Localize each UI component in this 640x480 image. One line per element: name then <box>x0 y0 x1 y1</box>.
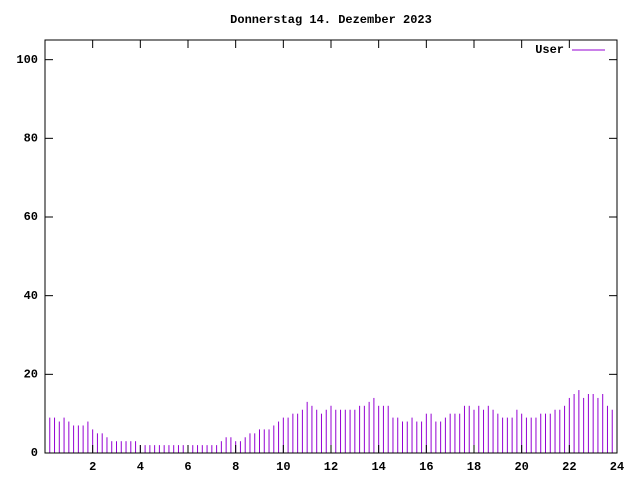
x-tick-label: 20 <box>514 460 528 474</box>
y-tick-label: 60 <box>24 210 38 224</box>
y-tick-label: 40 <box>24 289 38 303</box>
chart-title: Donnerstag 14. Dezember 2023 <box>230 13 432 27</box>
x-tick-label: 4 <box>137 460 144 474</box>
x-tick-label: 12 <box>324 460 338 474</box>
y-tick-label: 100 <box>16 53 38 67</box>
x-tick-label: 6 <box>184 460 191 474</box>
x-tick-label: 8 <box>232 460 239 474</box>
x-tick-label: 18 <box>467 460 481 474</box>
x-tick-label: 2 <box>89 460 96 474</box>
x-tick-label: 16 <box>419 460 433 474</box>
y-tick-label: 0 <box>31 446 38 460</box>
y-tick-label: 80 <box>24 132 38 146</box>
y-tick-label: 20 <box>24 368 38 382</box>
x-tick-label: 10 <box>276 460 290 474</box>
x-tick-label: 14 <box>371 460 385 474</box>
plot-frame <box>44 39 618 454</box>
x-tick-label: 22 <box>562 460 576 474</box>
x-tick-label: 24 <box>610 460 624 474</box>
legend-label: User <box>535 43 564 57</box>
